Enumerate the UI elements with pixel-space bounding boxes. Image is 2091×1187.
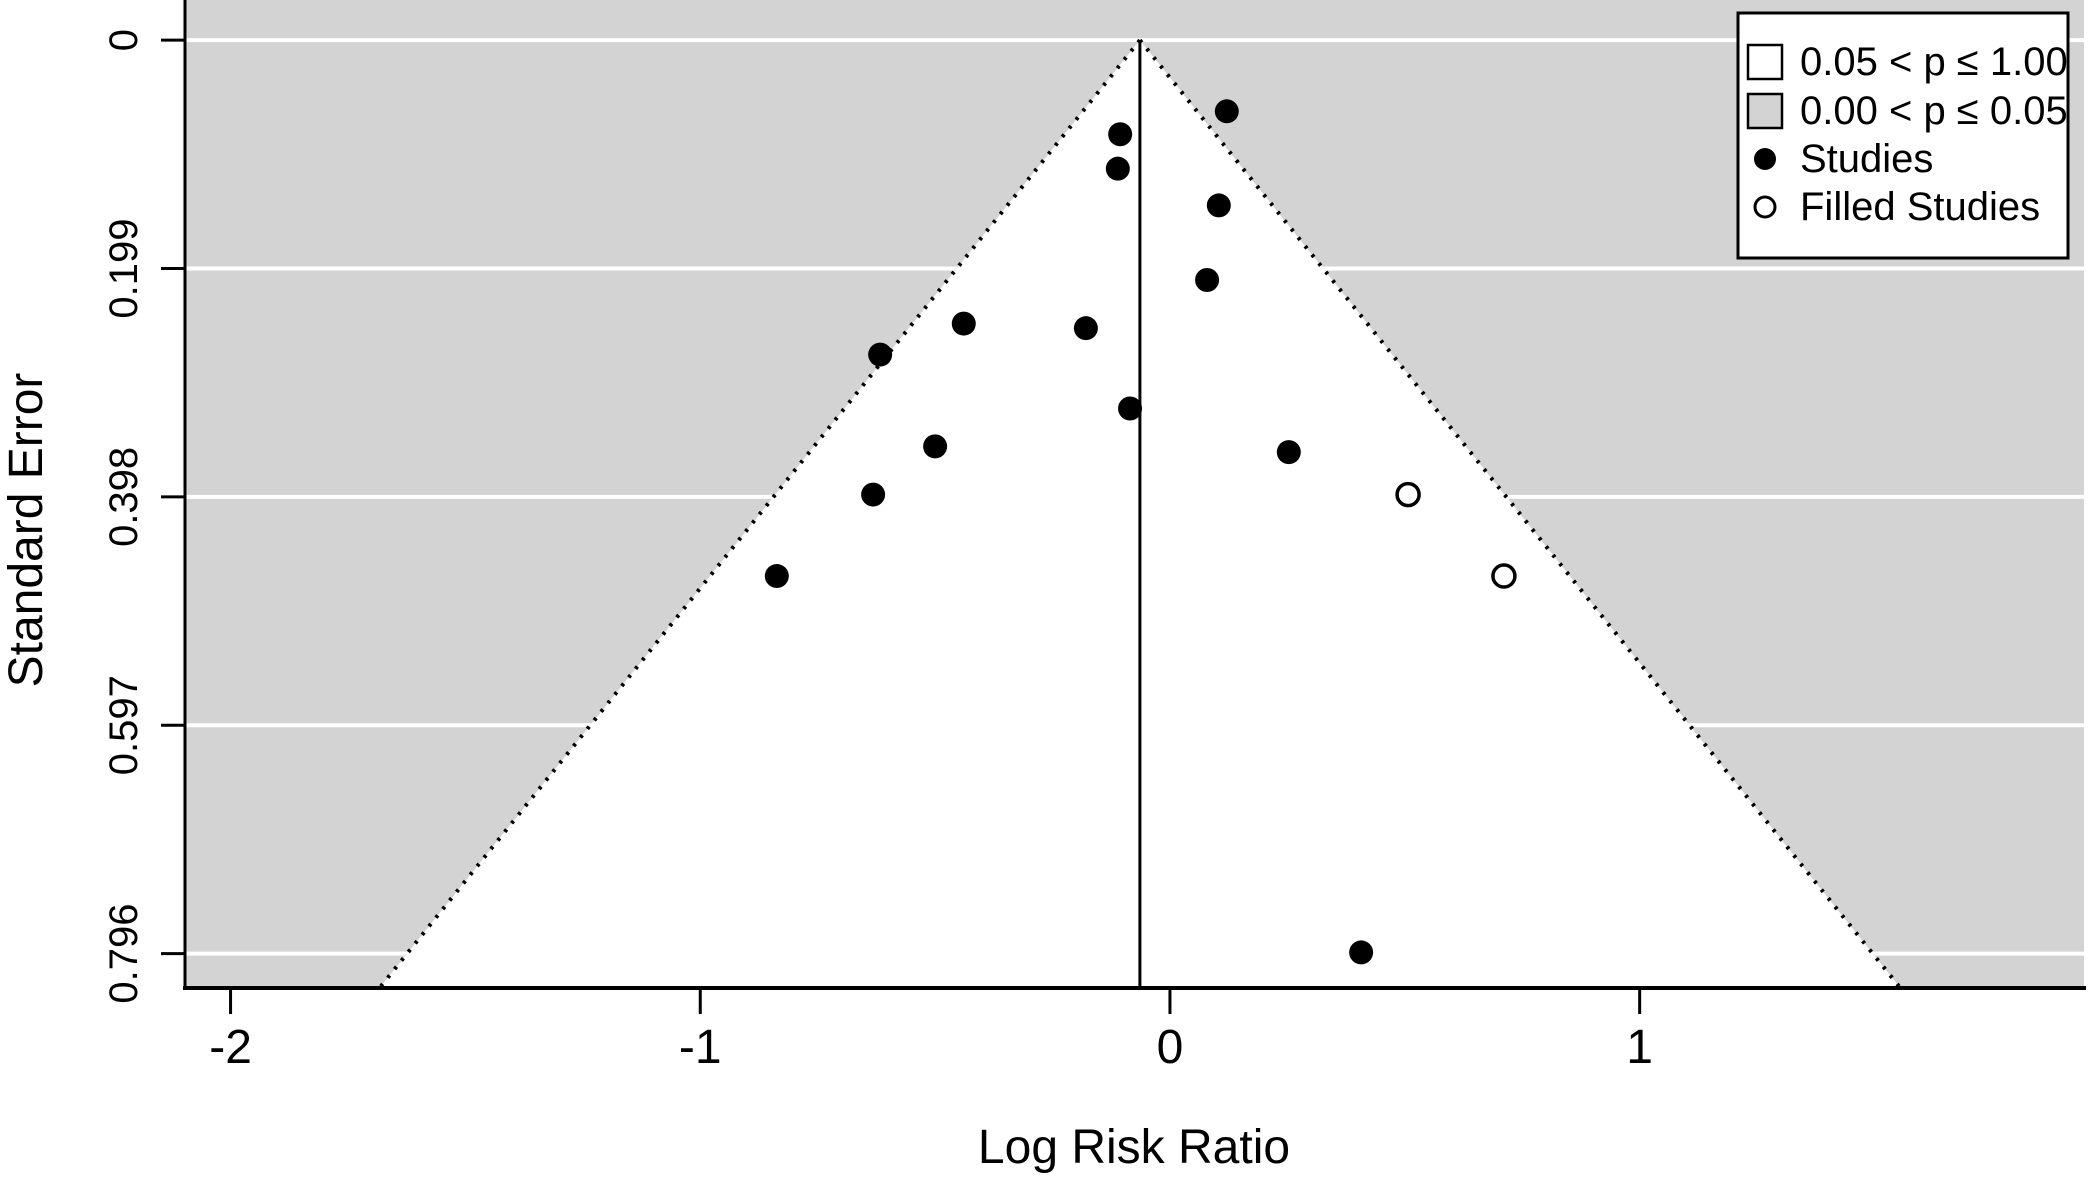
study-point xyxy=(764,564,789,589)
study-point xyxy=(923,434,948,459)
legend-label-filled-studies: Filled Studies xyxy=(1800,185,2040,229)
x-tick-label: 1 xyxy=(1626,1021,1653,1074)
funnel-edge-right-dotted-line xyxy=(1138,38,1902,990)
study-point xyxy=(1073,316,1098,341)
filled-circle-marker-icon xyxy=(1754,148,1776,170)
study-point xyxy=(1105,156,1130,181)
y-tick-label: 0.597 xyxy=(102,675,146,775)
open-circle-marker-icon xyxy=(1753,195,1777,219)
white-square-swatch-icon xyxy=(1746,43,1784,81)
study-point xyxy=(951,311,976,336)
filled-study-point xyxy=(1491,563,1517,589)
x-tick-label: -1 xyxy=(679,1021,722,1074)
study-point xyxy=(1206,193,1231,218)
y-axis-ticks: 0 0.199 0.398 0.597 0.796 xyxy=(102,29,185,1004)
filled-study-point xyxy=(1395,481,1421,508)
study-point xyxy=(861,482,886,507)
gray-square-swatch-icon xyxy=(1746,92,1784,130)
study-point xyxy=(868,342,893,367)
legend-box xyxy=(1736,11,2070,260)
funnel-edge-left-dotted-line xyxy=(377,38,1142,990)
study-point xyxy=(1118,396,1143,421)
study-point xyxy=(1108,122,1133,147)
legend-label-nonsignificant: 0.05 < p ≤ 1.00 xyxy=(1800,40,2068,84)
study-point xyxy=(1214,99,1239,124)
study-point xyxy=(1195,267,1220,292)
y-tick-label: 0 xyxy=(102,29,146,51)
x-axis-ticks: -2 -1 0 1 xyxy=(209,988,1653,1074)
y-axis-title: Standard Error xyxy=(0,373,53,688)
x-tick-label: 0 xyxy=(1157,1021,1184,1074)
data-points xyxy=(764,99,1517,965)
legend: 0.05 < p ≤ 1.00 0.00 < p ≤ 0.05 Studies … xyxy=(1736,11,2070,260)
y-tick-label: 0.796 xyxy=(102,904,146,1004)
study-point xyxy=(1276,440,1301,465)
y-tick-label: 0.199 xyxy=(102,218,146,318)
legend-label-significant: 0.00 < p ≤ 0.05 xyxy=(1800,89,2068,133)
x-axis-title: Log Risk Ratio xyxy=(978,1121,1290,1174)
study-point xyxy=(1349,940,1374,965)
legend-label-studies: Studies xyxy=(1800,137,1933,181)
x-tick-label: -2 xyxy=(209,1021,252,1074)
y-tick-label: 0.398 xyxy=(102,447,146,547)
